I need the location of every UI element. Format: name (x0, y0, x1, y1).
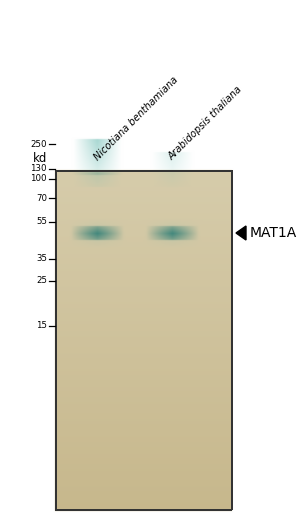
Text: 25: 25 (36, 277, 47, 285)
Text: 15: 15 (36, 322, 47, 330)
Polygon shape (236, 226, 246, 240)
Text: MAT1A: MAT1A (250, 226, 297, 240)
Text: 250: 250 (31, 140, 47, 148)
Text: 100: 100 (31, 174, 47, 183)
Text: Nicotiana benthamiana: Nicotiana benthamiana (92, 74, 180, 162)
Text: kd: kd (33, 152, 47, 164)
Text: 70: 70 (36, 194, 47, 202)
Text: 55: 55 (36, 217, 47, 226)
Text: Arabidopsis thaliana: Arabidopsis thaliana (167, 84, 244, 162)
Text: 35: 35 (36, 254, 47, 263)
Text: 130: 130 (31, 164, 47, 173)
